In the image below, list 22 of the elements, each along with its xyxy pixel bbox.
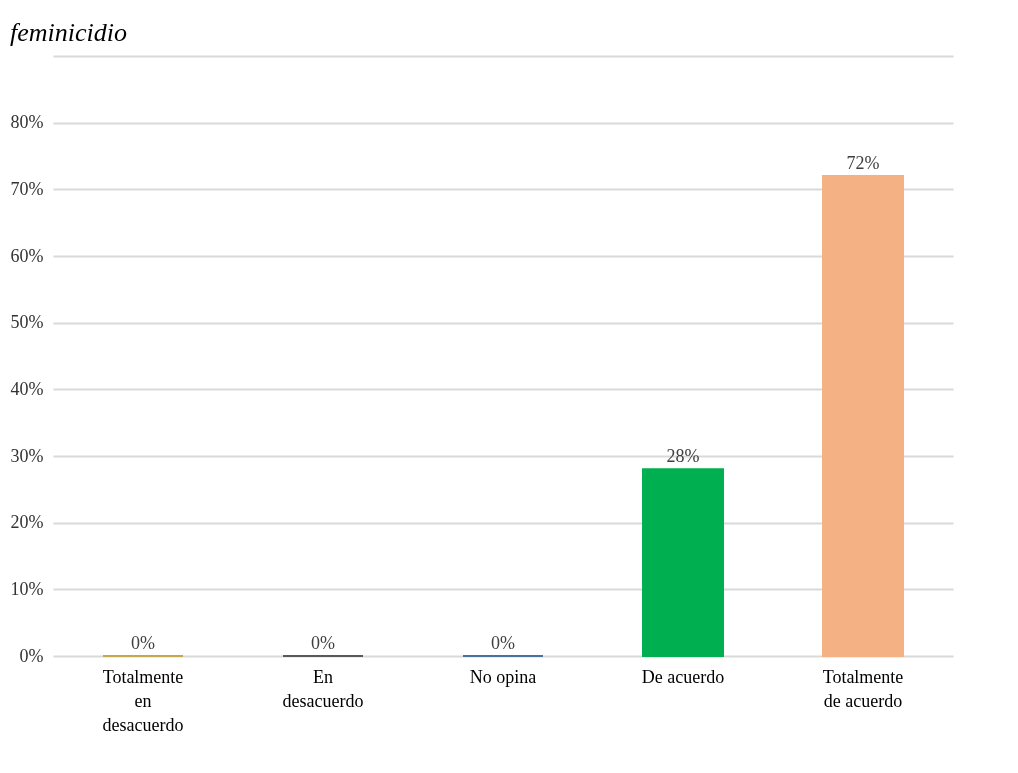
y-tick-label: 30% bbox=[10, 445, 44, 466]
y-tick-label: 20% bbox=[10, 512, 44, 533]
data-label: 28% bbox=[666, 446, 700, 467]
y-tick-label: 60% bbox=[10, 245, 44, 266]
x-tick-label: De acuerdo bbox=[641, 666, 725, 687]
x-tick-label: Totalmente en desacuerdo bbox=[102, 666, 184, 735]
y-tick-label: 40% bbox=[10, 378, 44, 399]
y-tick-label: 50% bbox=[10, 312, 44, 333]
bar bbox=[642, 468, 724, 657]
x-tick-label: Totalmente de acuerdo bbox=[822, 666, 904, 711]
y-tick-label: 80% bbox=[10, 112, 44, 133]
data-label: 72% bbox=[846, 153, 880, 173]
y-tick-label: 10% bbox=[10, 578, 44, 599]
chart-title: feminicidio bbox=[10, 18, 127, 47]
y-tick-label: 70% bbox=[10, 178, 44, 199]
x-tick-label: En desacuerdo bbox=[282, 666, 364, 711]
bar bbox=[822, 175, 904, 657]
data-label: 0% bbox=[491, 633, 515, 653]
y-tick-label: 0% bbox=[19, 645, 44, 666]
data-label: 0% bbox=[311, 633, 335, 653]
data-label: 0% bbox=[131, 633, 155, 653]
x-tick-label: No opina bbox=[469, 666, 537, 687]
